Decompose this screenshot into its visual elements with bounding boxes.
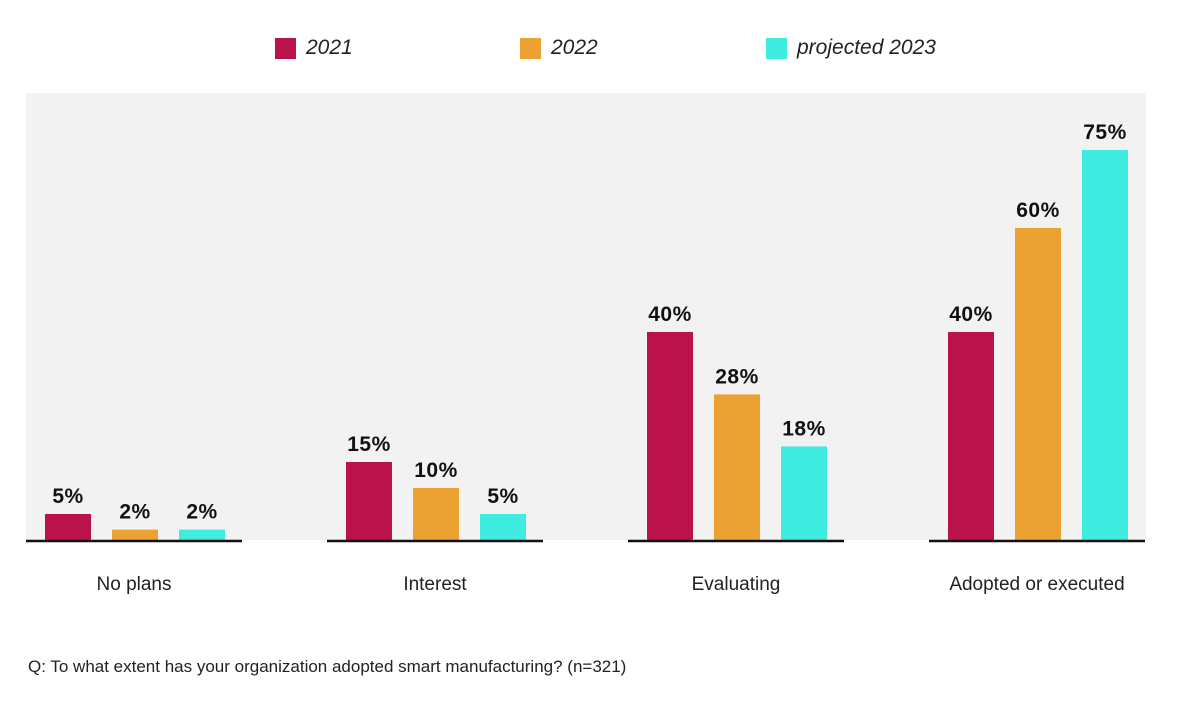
- category-label-no-plans: No plans: [97, 574, 172, 595]
- bar-interest-2021: [346, 462, 392, 540]
- legend: 2021 2022 projected 2023: [0, 36, 1179, 66]
- bar-interest-2022: [413, 488, 459, 540]
- bar-adopted-or-executed-2022: [1015, 228, 1061, 540]
- data-label-interest-2021: 15%: [347, 433, 391, 456]
- bar-no-plans-2021: [45, 514, 91, 540]
- data-label-no-plans-2021: 5%: [52, 485, 83, 508]
- data-label-adopted-or-executed-projected-2023: 75%: [1083, 121, 1127, 144]
- bar-adopted-or-executed-2021: [948, 332, 994, 540]
- data-label-evaluating-2021: 40%: [648, 303, 692, 326]
- category-label-interest: Interest: [403, 574, 467, 595]
- bar-adopted-or-executed-projected-2023: [1082, 150, 1128, 540]
- legend-swatch-projected-2023: [766, 37, 787, 59]
- legend-item-2022: 2022: [520, 36, 598, 60]
- category-label-adopted-or-executed: Adopted or executed: [949, 574, 1124, 595]
- bar-chart: 5% 2% 2% No plans 15% 10% 5% Interest 40% 28% 18% E…: [26, 93, 1146, 595]
- legend-item-projected-2023: projected 2023: [766, 36, 936, 60]
- bar-no-plans-projected-2023: [179, 529, 225, 540]
- bar-interest-projected-2023: [480, 514, 526, 540]
- data-label-evaluating-2022: 28%: [715, 365, 759, 388]
- bar-evaluating-2022: [714, 394, 760, 540]
- legend-label-2022: 2022: [551, 36, 598, 59]
- legend-label-projected-2023: projected 2023: [797, 36, 936, 59]
- data-label-adopted-or-executed-2021: 40%: [949, 303, 993, 326]
- data-label-interest-projected-2023: 5%: [487, 485, 518, 508]
- legend-swatch-2021: [275, 37, 296, 59]
- data-label-evaluating-projected-2023: 18%: [782, 417, 826, 440]
- legend-item-2021: 2021: [275, 36, 353, 60]
- bar-no-plans-2022: [112, 529, 158, 540]
- footnote: Q: To what extent has your organization …: [28, 657, 627, 676]
- legend-label-2021: 2021: [306, 36, 353, 59]
- category-label-evaluating: Evaluating: [692, 574, 781, 595]
- data-label-adopted-or-executed-2022: 60%: [1016, 199, 1060, 222]
- bar-evaluating-2021: [647, 332, 693, 540]
- data-label-interest-2022: 10%: [414, 459, 458, 482]
- legend-swatch-2022: [520, 37, 541, 59]
- data-label-no-plans-2022: 2%: [119, 501, 150, 524]
- bar-evaluating-projected-2023: [781, 446, 827, 540]
- data-label-no-plans-projected-2023: 2%: [186, 501, 217, 524]
